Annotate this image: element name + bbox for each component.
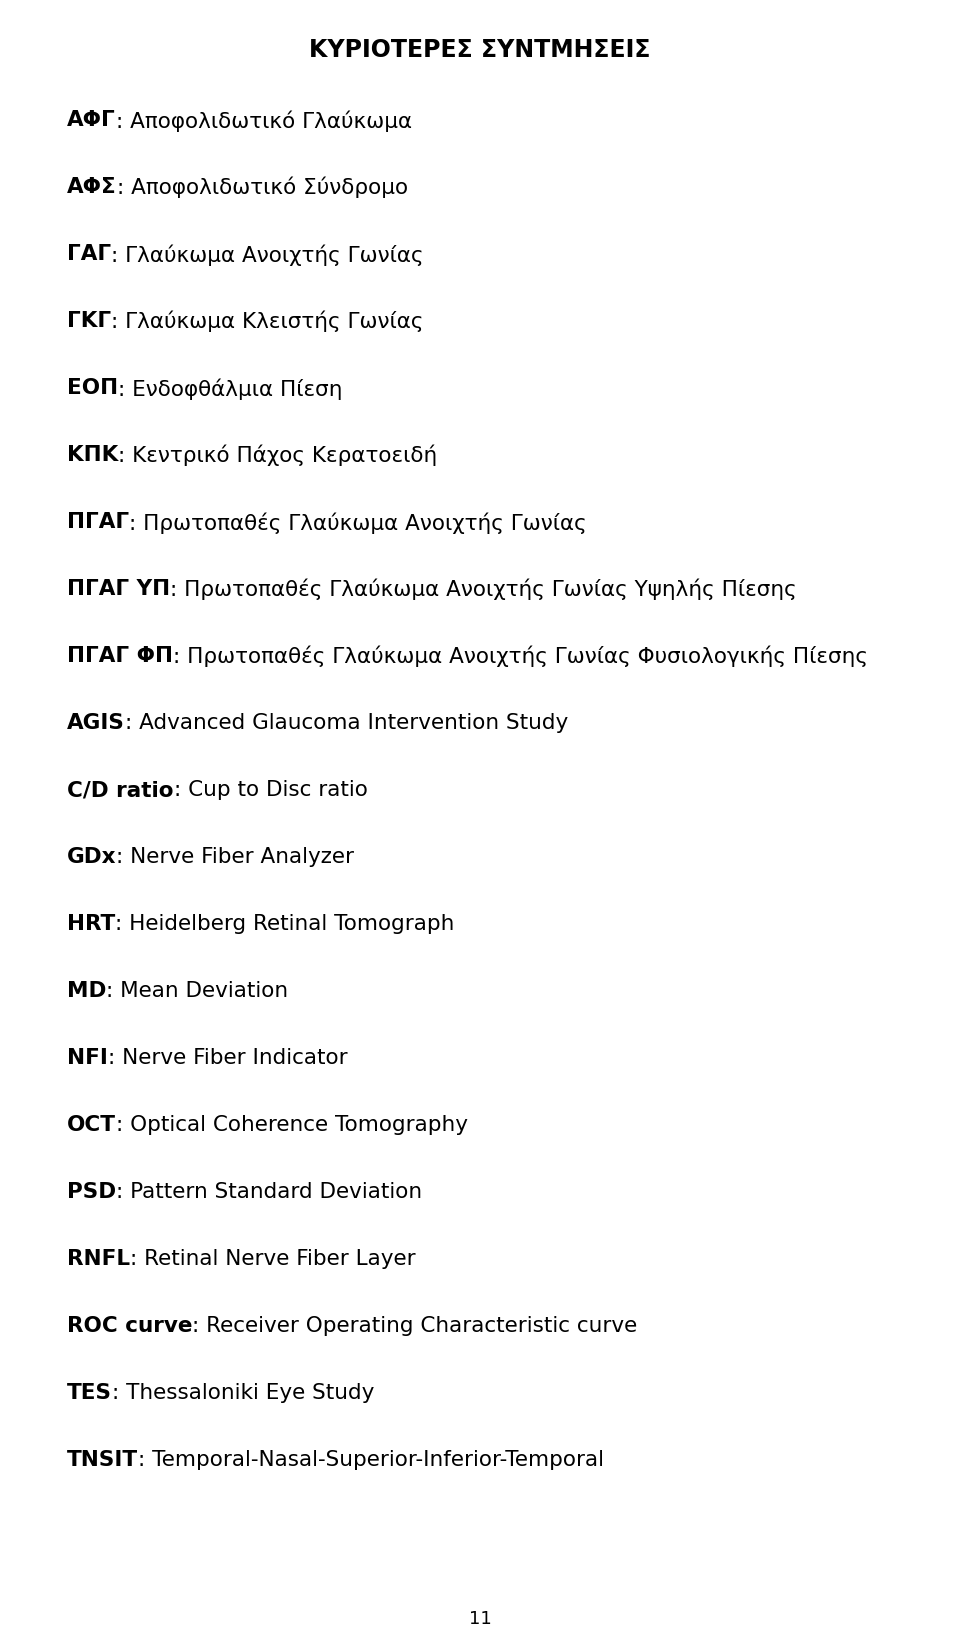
Text: : Heidelberg Retinal Tomograph: : Heidelberg Retinal Tomograph	[115, 914, 455, 934]
Text: NFI: NFI	[67, 1047, 108, 1069]
Text: ΠΓΑΓ: ΠΓΑΓ	[67, 511, 130, 533]
Text: : Κεντρικό Πάχος Κερατοειδή: : Κεντρικό Πάχος Κερατοειδή	[118, 446, 438, 467]
Text: : Πρωτοπαθές Γλαύκωμα Ανοιχτής Γωνίας Φυσιολογικής Πίεσης: : Πρωτοπαθές Γλαύκωμα Ανοιχτής Γωνίας Φυ…	[173, 646, 868, 667]
Text: : Αποφολιδωτικό Γλαύκωμα: : Αποφολιδωτικό Γλαύκωμα	[116, 110, 412, 132]
Text: TNSIT: TNSIT	[67, 1450, 138, 1470]
Text: ΚΠΚ: ΚΠΚ	[67, 446, 118, 465]
Text: : Advanced Glaucoma Intervention Study: : Advanced Glaucoma Intervention Study	[125, 713, 568, 733]
Text: : Ενδοφθάλμια Πίεση: : Ενδοφθάλμια Πίεση	[118, 378, 343, 399]
Text: : Retinal Nerve Fiber Layer: : Retinal Nerve Fiber Layer	[131, 1249, 416, 1269]
Text: ROC curve: ROC curve	[67, 1315, 193, 1337]
Text: HRT: HRT	[67, 914, 115, 934]
Text: PSD: PSD	[67, 1182, 116, 1202]
Text: MD: MD	[67, 981, 107, 1001]
Text: ΓΚΓ: ΓΚΓ	[67, 311, 111, 330]
Text: : Πρωτοπαθές Γλαύκωμα Ανοιχτής Γωνίας: : Πρωτοπαθές Γλαύκωμα Ανοιχτής Γωνίας	[130, 511, 587, 534]
Text: : Temporal-Nasal-Superior-Inferior-Temporal: : Temporal-Nasal-Superior-Inferior-Tempo…	[138, 1450, 604, 1470]
Text: : Nerve Fiber Analyzer: : Nerve Fiber Analyzer	[116, 847, 354, 866]
Text: : Optical Coherence Tomography: : Optical Coherence Tomography	[116, 1115, 468, 1134]
Text: RNFL: RNFL	[67, 1249, 131, 1269]
Text: : Pattern Standard Deviation: : Pattern Standard Deviation	[116, 1182, 422, 1202]
Text: ΕΟΠ: ΕΟΠ	[67, 378, 118, 398]
Text: ΑΦΓ: ΑΦΓ	[67, 110, 116, 130]
Text: 11: 11	[468, 1609, 492, 1628]
Text: C/D ratio: C/D ratio	[67, 779, 174, 801]
Text: : Cup to Disc ratio: : Cup to Disc ratio	[174, 779, 368, 801]
Text: GDx: GDx	[67, 847, 116, 866]
Text: : Γλαύκωμα Ανοιχτής Γωνίας: : Γλαύκωμα Ανοιχτής Γωνίας	[111, 243, 423, 265]
Text: : Αποφολιδωτικό Σύνδρομο: : Αποφολιδωτικό Σύνδρομο	[117, 178, 408, 199]
Text: : Thessaloniki Eye Study: : Thessaloniki Eye Study	[112, 1383, 374, 1402]
Text: : Receiver Operating Characteristic curve: : Receiver Operating Characteristic curv…	[193, 1315, 637, 1337]
Text: : Πρωτοπαθές Γλαύκωμα Ανοιχτής Γωνίας Υψηλής Πίεσης: : Πρωτοπαθές Γλαύκωμα Ανοιχτής Γωνίας Υψ…	[170, 579, 797, 600]
Text: ΑΦΣ: ΑΦΣ	[67, 178, 117, 197]
Text: ΚΥΡΙΟΤΕΡΕΣ ΣΥΝΤΜΗΣΕΙΣ: ΚΥΡΙΟΤΕΡΕΣ ΣΥΝΤΜΗΣΕΙΣ	[309, 38, 651, 62]
Text: : Nerve Fiber Indicator: : Nerve Fiber Indicator	[108, 1047, 348, 1069]
Text: : Γλαύκωμα Κλειστής Γωνίας: : Γλαύκωμα Κλειστής Γωνίας	[111, 311, 423, 332]
Text: AGIS: AGIS	[67, 713, 125, 733]
Text: : Mean Deviation: : Mean Deviation	[107, 981, 289, 1001]
Text: ΠΓΑΓ ΥΠ: ΠΓΑΓ ΥΠ	[67, 579, 170, 598]
Text: ΠΓΑΓ ΦΠ: ΠΓΑΓ ΦΠ	[67, 646, 173, 666]
Text: ΓΑΓ: ΓΑΓ	[67, 243, 111, 265]
Text: OCT: OCT	[67, 1115, 116, 1134]
Text: TES: TES	[67, 1383, 112, 1402]
